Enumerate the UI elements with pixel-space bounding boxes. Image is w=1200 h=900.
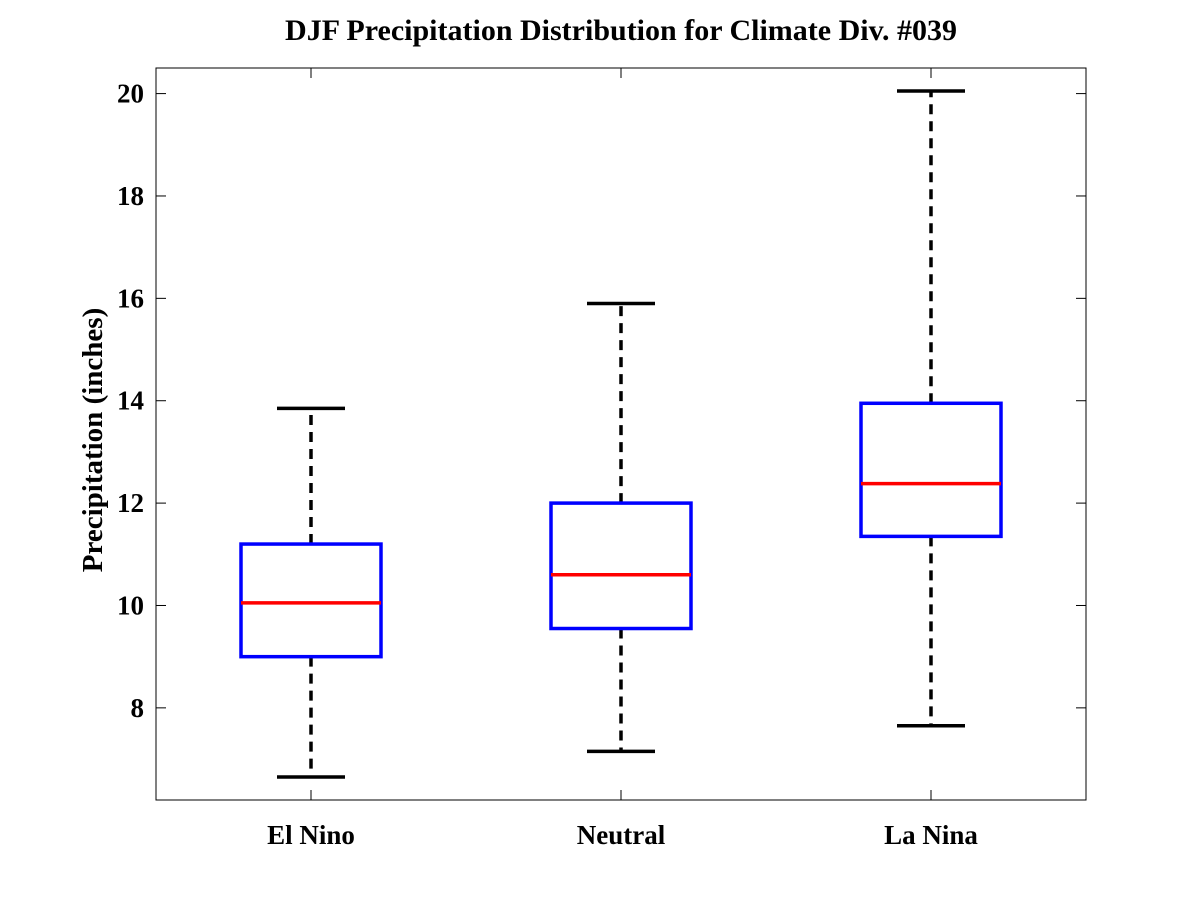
y-tick-label: 12 [117, 488, 144, 518]
y-tick-label: 14 [117, 386, 144, 416]
x-tick-label: La Nina [884, 820, 978, 850]
iqr-box [239, 542, 383, 659]
x-tick-label: El Nino [267, 820, 355, 850]
chart-title: DJF Precipitation Distribution for Clima… [285, 14, 957, 47]
x-tick-label: Neutral [577, 820, 666, 850]
y-tick-label: 20 [117, 79, 144, 109]
plot-area: 8 10 12 14 16 18 20 El Nino Neutral La Nina [117, 67, 1087, 850]
y-tick-label: 8 [131, 693, 145, 723]
y-tick-label: 10 [117, 590, 144, 620]
iqr-box [549, 501, 693, 631]
y-tick-label: 18 [117, 181, 144, 211]
y-tick-label: 16 [117, 283, 144, 313]
iqr-box [859, 401, 1003, 539]
y-axis-label: Precipitation (inches) [77, 308, 109, 572]
